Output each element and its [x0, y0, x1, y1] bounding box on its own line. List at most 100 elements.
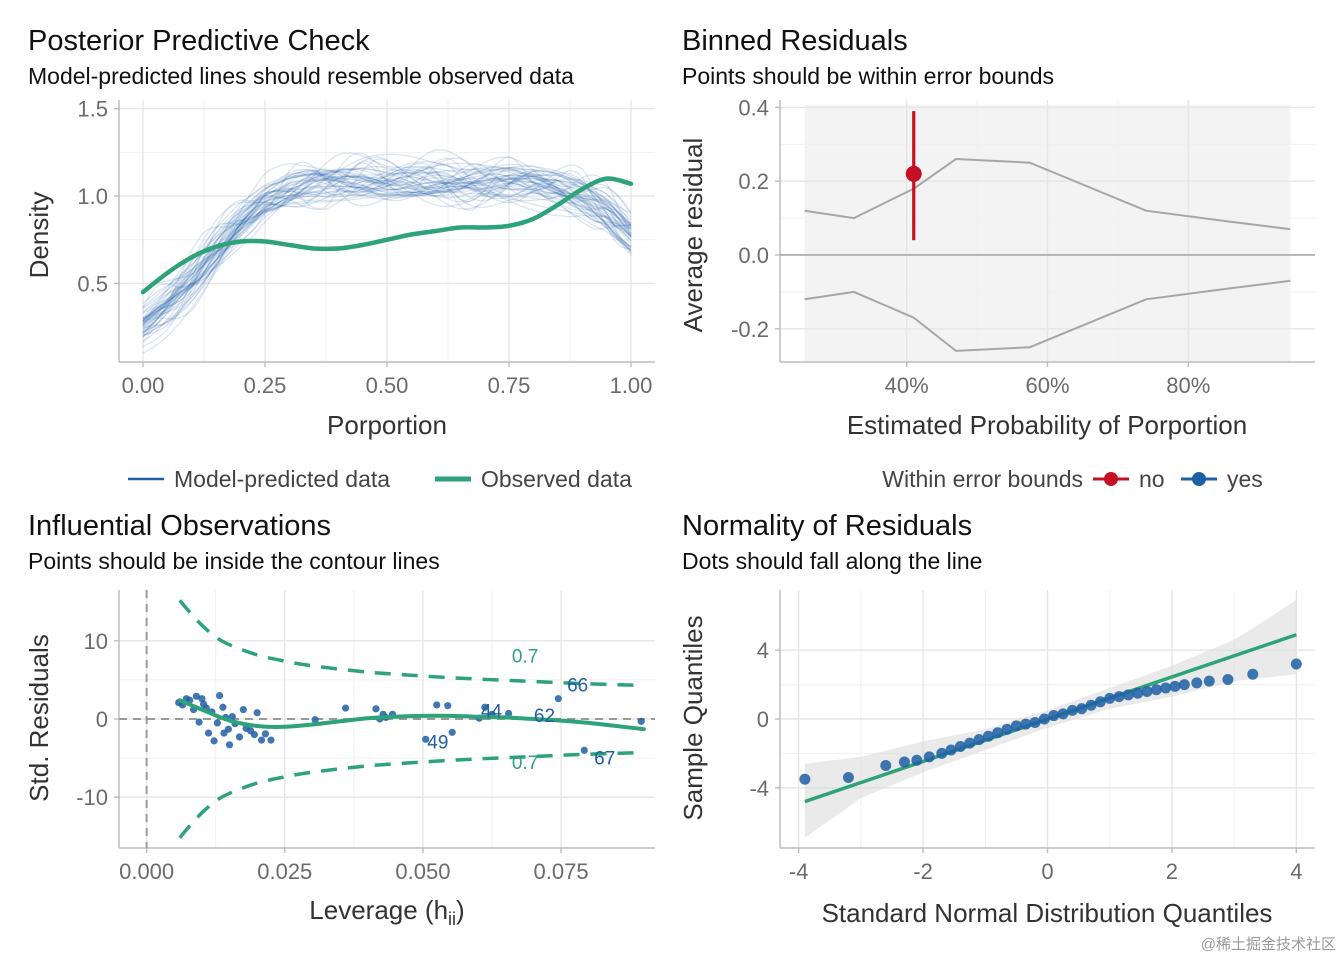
qq-point: [1203, 675, 1215, 687]
cook-contour-lower: [178, 750, 644, 839]
ppc-y-tick-label: 1.5: [77, 97, 108, 122]
ppc-y-tick-label: 0.5: [77, 271, 108, 296]
qq-y-axis-title: Sample Quantiles: [678, 615, 708, 820]
binned-x-tick-label: 40%: [885, 373, 929, 398]
influence-x-tick-label: 0.050: [395, 859, 450, 884]
influence-point: [198, 695, 206, 703]
model-predicted-line: [142, 168, 632, 323]
model-predicted-line: [142, 167, 632, 333]
qq-point: [1141, 685, 1153, 697]
model-predicted-line: [142, 156, 632, 308]
model-predicted-line: [142, 168, 632, 325]
qq-point: [964, 737, 976, 749]
model-predicted-line: [142, 177, 632, 337]
ppc-x-axis-title: Porportion: [327, 410, 447, 440]
influence-point: [250, 731, 258, 739]
legend-yes-label: yes: [1227, 466, 1263, 492]
legend-model-predicted-label: Model-predicted data: [174, 466, 390, 492]
qq-x-tick-label: 0: [1041, 859, 1053, 884]
influence-x-tick-label: 0.075: [534, 859, 589, 884]
watermark: @稀土掘金技术社区: [1200, 936, 1336, 953]
qq-point: [1066, 704, 1078, 716]
influence-point: [239, 706, 247, 714]
influence-point: [481, 703, 489, 711]
model-predicted-line: [142, 174, 632, 335]
qq-point: [880, 759, 892, 771]
binned-y-tick-label: -0.2: [731, 317, 769, 342]
qq-point: [1029, 716, 1041, 728]
ppc-legend: Model-predicted data Observed data: [128, 466, 632, 492]
binned-lower-bound-line: [804, 279, 1291, 352]
influence-title: Influential Observations: [28, 510, 331, 542]
model-predicted-line: [142, 157, 632, 320]
influence-point: [204, 729, 213, 737]
qq-point: [1122, 689, 1134, 701]
qq-point: [1113, 691, 1125, 703]
legend-no-label: no: [1139, 466, 1165, 492]
model-predicted-line: [142, 167, 632, 329]
qq-point: [1010, 720, 1022, 732]
model-predicted-line: [142, 172, 632, 336]
influence-point: [225, 741, 234, 749]
ppc-y-axis-title: Density: [24, 192, 54, 279]
qq-point: [973, 734, 985, 746]
qq-plot: -4 -2 0 2 4 -4 0 4: [749, 590, 1315, 884]
binned-y-tick-label: 0.0: [738, 243, 769, 268]
binned-point: [905, 165, 922, 182]
model-predicted-line: [142, 163, 632, 326]
qq-title: Normality of Residuals: [682, 510, 972, 542]
binned-legend: Within error bounds no yes: [882, 466, 1263, 492]
model-predicted-line: [142, 191, 632, 327]
influence-plot: 0.000 0.025 0.050 0.075 -10 0 10 0.7 0.7 66 44 62 49…: [76, 590, 655, 884]
cook-contour-label: 0.7: [512, 647, 538, 668]
qq-point: [1048, 710, 1060, 722]
model-predicted-line: [142, 174, 632, 322]
binned-subtitle: Points should be within error bounds: [682, 63, 1054, 89]
model-predicted-line: [142, 152, 632, 330]
qq-point: [1290, 658, 1302, 670]
influence-point: [213, 719, 221, 727]
influence-point-label: 44: [481, 701, 503, 722]
legend-no-swatch-dot: [1104, 472, 1118, 486]
influence-point-label: 67: [594, 748, 615, 769]
qq-point: [1178, 679, 1190, 691]
model-predicted-line: [142, 174, 632, 319]
legend-observed-label: Observed data: [481, 466, 632, 492]
binned-plot: 40% 60% 80% -0.2 0.0 0.2 0.4: [731, 95, 1315, 398]
influence-point-label: 62: [534, 706, 555, 727]
qq-x-tick-label: -2: [913, 859, 933, 884]
influence-point: [261, 730, 270, 738]
model-predicted-line: [142, 157, 632, 321]
influence-point: [580, 746, 588, 754]
model-predicted-line: [142, 168, 632, 313]
model-predicted-line: [142, 172, 632, 337]
influence-x-axis-title-sub: ii: [448, 909, 456, 929]
model-predicted-line: [142, 185, 632, 334]
qq-point: [1094, 696, 1106, 708]
model-predicted-line: [142, 182, 632, 328]
qq-x-tick-label: 2: [1166, 859, 1178, 884]
qq-point: [1160, 682, 1172, 694]
influence-point: [192, 692, 200, 700]
qq-x-tick-label: -4: [789, 859, 809, 884]
influence-point: [554, 695, 562, 703]
influence-point: [341, 704, 350, 712]
model-predicted-line: [142, 173, 632, 314]
influence-point: [433, 701, 441, 709]
binned-x-tick-label: 80%: [1166, 373, 1210, 398]
influence-subtitle: Points should be inside the contour line…: [28, 548, 440, 574]
qq-point: [936, 747, 948, 759]
influence-x-tick-label: 0.025: [257, 859, 312, 884]
model-predicted-line: [142, 165, 632, 324]
influence-point: [372, 705, 380, 713]
qq-point: [1222, 673, 1234, 685]
model-predicted-line: [142, 178, 632, 338]
influence-y-tick-label: -10: [76, 785, 108, 810]
ppc-y-tick-label: 1.0: [77, 184, 108, 209]
influence-point: [637, 717, 645, 725]
qq-point: [1038, 713, 1050, 725]
cook-contour-upper: [178, 599, 644, 688]
influence-x-axis-title-close: ): [456, 895, 465, 925]
qq-point: [954, 741, 966, 753]
